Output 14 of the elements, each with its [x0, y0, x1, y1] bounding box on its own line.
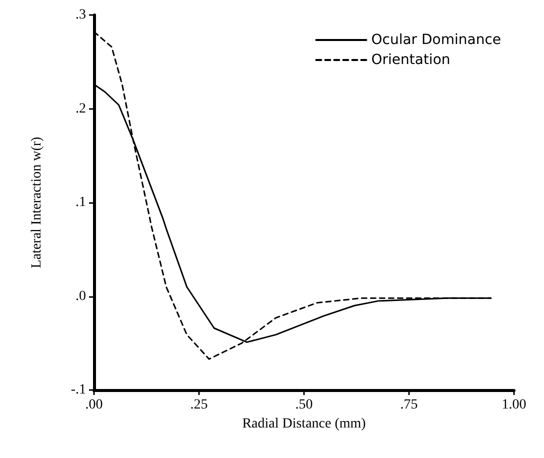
y-tick-label: .2: [76, 101, 86, 116]
x-tick-label: .75: [400, 398, 418, 412]
y-tick-label: .1: [76, 195, 86, 210]
y-axis-title: Lateral Interaction w(r): [30, 136, 44, 268]
legend-label: Orientation: [371, 52, 450, 68]
x-axis-title: Radial Distance (mm): [242, 416, 366, 432]
y-tick-label: .3: [76, 8, 86, 22]
x-tick-label: .00: [85, 398, 103, 412]
x-tick-label: .25: [190, 398, 208, 412]
x-tick-label: .50: [295, 398, 313, 412]
legend-label: Ocular Dominance: [371, 32, 502, 48]
y-tick-label: -.1: [70, 382, 86, 398]
x-tick-label: 1.00: [502, 398, 526, 412]
y-tick-label: .0: [76, 288, 86, 304]
